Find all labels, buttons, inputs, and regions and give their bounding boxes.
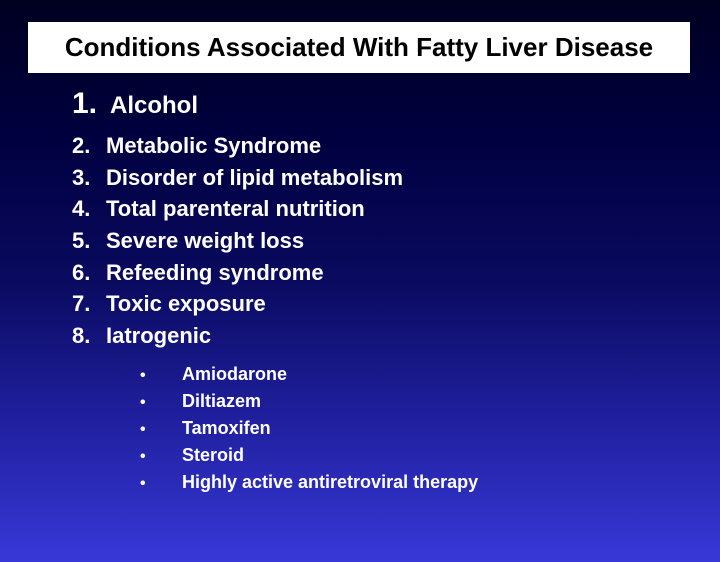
slide-title: Conditions Associated With Fatty Liver D… <box>28 22 690 73</box>
list-item: 6.Refeeding syndrome <box>72 258 720 288</box>
subitem-text: Steroid <box>182 445 244 465</box>
item-text: Toxic exposure <box>106 291 266 316</box>
item-text: Disorder of lipid metabolism <box>106 165 403 190</box>
item-number: 2. <box>72 131 106 161</box>
item-text: Severe weight loss <box>106 228 304 253</box>
sublist-item: •Amiodarone <box>140 361 720 388</box>
list-item: 3.Disorder of lipid metabolism <box>72 163 720 193</box>
sublist-item: •Diltiazem <box>140 388 720 415</box>
bullet-icon: • <box>140 391 182 415</box>
content-area: 1.Alcohol 2.Metabolic Syndrome 3.Disorde… <box>0 87 720 496</box>
item-text: Iatrogenic <box>106 323 211 348</box>
sublist-item: •Steroid <box>140 442 720 469</box>
bullet-icon: • <box>140 445 182 469</box>
item-number: 8. <box>72 321 106 351</box>
sublist-item: •Tamoxifen <box>140 415 720 442</box>
subitem-text: Highly active antiretroviral therapy <box>182 472 478 492</box>
item-number: 5. <box>72 226 106 256</box>
subitem-text: Amiodarone <box>182 364 287 384</box>
list-item: 8.Iatrogenic <box>72 321 720 351</box>
sublist-item: •Highly active antiretroviral therapy <box>140 469 720 496</box>
list-item: 4.Total parenteral nutrition <box>72 194 720 224</box>
list-item: 5.Severe weight loss <box>72 226 720 256</box>
item-number: 4. <box>72 194 106 224</box>
list-item: 2.Metabolic Syndrome <box>72 131 720 161</box>
subitem-text: Diltiazem <box>182 391 261 411</box>
item-number: 6. <box>72 258 106 288</box>
item-number: 1. <box>72 87 110 121</box>
list-item: 1.Alcohol <box>72 87 720 121</box>
item-number: 3. <box>72 163 106 193</box>
list-item: 7.Toxic exposure <box>72 289 720 319</box>
bullet-icon: • <box>140 418 182 442</box>
item-text: Metabolic Syndrome <box>106 133 321 158</box>
bullet-icon: • <box>140 472 182 496</box>
subitem-text: Tamoxifen <box>182 418 271 438</box>
item-text: Total parenteral nutrition <box>106 196 365 221</box>
item-number: 7. <box>72 289 106 319</box>
item-text: Refeeding syndrome <box>106 260 324 285</box>
sublist: •Amiodarone •Diltiazem •Tamoxifen •Stero… <box>72 361 720 496</box>
bullet-icon: • <box>140 364 182 388</box>
item-text: Alcohol <box>110 92 198 119</box>
